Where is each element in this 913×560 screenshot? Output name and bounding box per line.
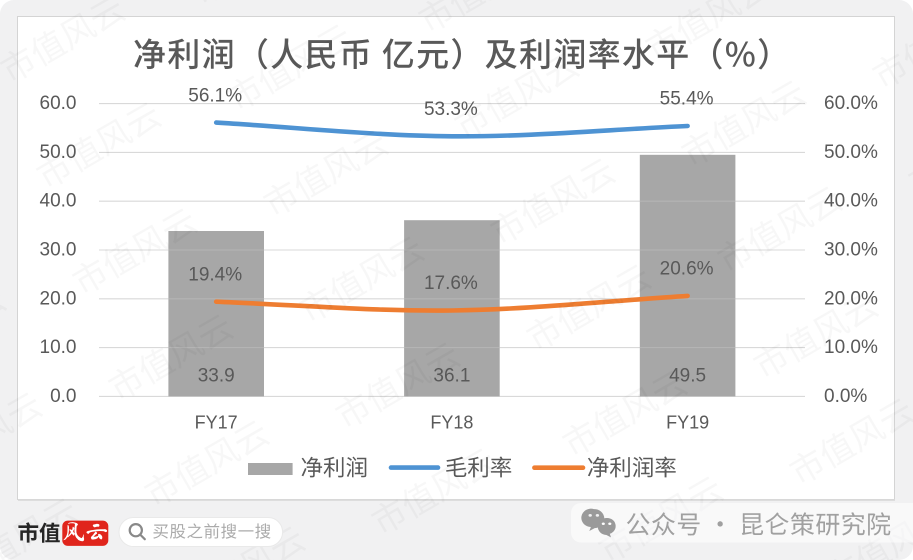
svg-text:40.0: 40.0 xyxy=(40,191,77,212)
svg-text:56.1%: 56.1% xyxy=(188,85,242,106)
svg-text:0.0%: 0.0% xyxy=(824,386,867,407)
svg-text:30.0%: 30.0% xyxy=(824,240,878,261)
svg-text:33.9: 33.9 xyxy=(198,366,235,387)
svg-text:20.6%: 20.6% xyxy=(660,259,714,280)
svg-text:50.0%: 50.0% xyxy=(824,142,878,163)
svg-text:20.0%: 20.0% xyxy=(824,288,878,309)
svg-text:17.6%: 17.6% xyxy=(424,273,478,294)
svg-text:49.5: 49.5 xyxy=(669,366,706,387)
svg-text:36.1: 36.1 xyxy=(433,366,470,387)
svg-text:50.0: 50.0 xyxy=(40,142,77,163)
svg-text:FY17: FY17 xyxy=(195,413,238,433)
svg-text:FY19: FY19 xyxy=(666,413,709,433)
svg-text:60.0: 60.0 xyxy=(40,93,77,114)
svg-text:20.0: 20.0 xyxy=(40,288,77,309)
svg-text:40.0%: 40.0% xyxy=(824,191,878,212)
svg-text:0.0: 0.0 xyxy=(50,386,76,407)
svg-text:55.4%: 55.4% xyxy=(660,89,714,110)
svg-text:53.3%: 53.3% xyxy=(424,99,478,120)
svg-text:30.0: 30.0 xyxy=(40,240,77,261)
svg-text:10.0%: 10.0% xyxy=(824,337,878,358)
svg-text:60.0%: 60.0% xyxy=(824,93,878,114)
svg-text:10.0: 10.0 xyxy=(40,337,77,358)
svg-text:FY18: FY18 xyxy=(430,413,473,433)
svg-text:19.4%: 19.4% xyxy=(188,264,242,285)
